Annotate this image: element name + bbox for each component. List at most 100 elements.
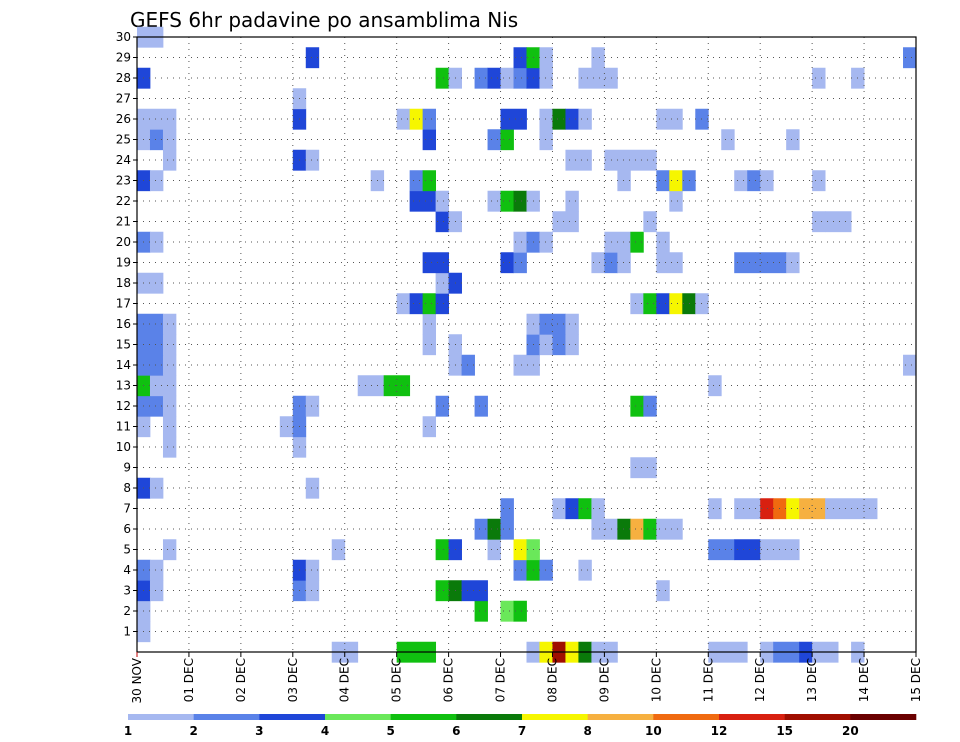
heatmap-cell [435,395,449,417]
heatmap-cell [565,149,592,171]
heatmap-cell [578,67,618,89]
heatmap-cell [682,293,696,315]
colorbar-legend: 1 2 3 4 5 6 7 8 10 12 15 20 [124,714,917,738]
heatmap-cell [656,108,683,130]
heatmap-cell [487,129,501,151]
heatmap-cell [513,559,527,581]
heatmap-cell [331,539,346,561]
heatmap-cell [552,334,566,356]
heatmap-cell [513,539,527,561]
heatmap-cell [669,190,683,212]
x-tick-label: 06 DEC [442,658,456,702]
legend-label: 15 [776,724,793,738]
y-tick-label: 8 [123,481,131,495]
heatmap-cell [708,375,722,397]
heatmap-cell [500,600,514,622]
legend-swatch [325,714,391,720]
heatmap-cell [669,170,683,192]
y-tick-label: 30 [116,30,131,44]
legend-label: 10 [645,724,662,738]
heatmap-cell [422,334,437,356]
heatmap-cell [903,47,917,69]
y-tick-label: 6 [123,522,131,536]
heatmap-cell [656,518,683,540]
heatmap-cell [513,67,527,89]
heatmap-cell [279,416,294,438]
legend-label: 2 [189,724,197,738]
x-tick-label: 08 DEC [545,658,559,702]
heatmap-cell [137,395,164,417]
heatmap-cell [149,129,164,151]
heatmap-cell [487,518,501,540]
heatmap-cell [422,170,437,192]
y-tick-label: 9 [123,461,131,475]
y-tick-label: 10 [116,440,131,454]
heatmap-cell [149,477,164,499]
x-tick-label: 10 DEC [649,658,663,702]
x-tick-label: 04 DEC [338,658,352,702]
y-tick-label: 20 [116,235,131,249]
heatmap-cell [760,170,774,192]
heatmap-cell [305,477,320,499]
y-tick-label: 22 [116,194,131,208]
x-tick-label: 02 DEC [234,658,248,702]
y-tick-label: 23 [116,174,131,188]
heatmap-cell [137,313,164,335]
heatmap-cell [786,498,800,520]
x-axis: 30 NOV 01 DEC 02 DEC 03 DEC 04 DEC 05 DEC 06 D… [130,652,923,704]
legend-swatch [587,714,654,720]
legend-label: 7 [518,724,526,738]
legend-swatch [522,714,588,720]
heatmap-cell [422,293,437,315]
heatmap-cell [149,170,164,192]
heatmap-cell [500,498,514,520]
heatmap-cell [500,108,527,130]
heatmap-cell [656,252,683,274]
heatmap-cell [565,498,579,520]
heatmap-cell [721,129,735,151]
heatmap-cell [539,313,566,335]
heatmap-cell [422,108,437,130]
y-tick-label: 12 [116,399,131,413]
heatmap-cell [786,252,800,274]
heatmap-cell [409,108,424,130]
legend-swatch [456,714,523,720]
heatmap-cell [487,539,501,561]
heatmap-cell [734,170,748,192]
heatmap-cell [474,67,488,89]
y-tick-label: 15 [116,338,131,352]
heatmap-cell [305,47,320,69]
heatmap-cell [656,293,670,315]
heatmap-cell [539,47,553,69]
heatmap-cell [409,170,424,192]
heatmap-cell [903,354,917,376]
y-tick-label: 5 [123,543,131,557]
heatmap-cell [552,108,566,130]
heatmap-cell [435,539,449,561]
heatmap-cell [513,47,527,69]
heatmap-cell [630,518,644,540]
legend-swatch [259,714,326,720]
legend-label: 8 [583,724,591,738]
heatmap-cell [708,539,735,561]
heatmap-cell [149,231,164,253]
heatmap-cell [305,559,320,581]
y-tick-label: 19 [116,256,131,270]
heatmap-cell [162,334,177,356]
heatmap-cell [812,211,826,233]
heatmap-cell [474,600,488,622]
heatmap-cell [812,170,826,192]
heatmap-cell [591,498,605,520]
heatmap-cell [513,231,527,253]
heatmap-cell [409,293,424,315]
heatmap-cell [487,190,501,212]
heatmap-cell [487,67,501,89]
heatmap-cell [500,190,514,212]
heatmap-cell [435,211,449,233]
heatmap-cell [617,518,631,540]
heatmap-cell [422,313,437,335]
heatmap-cell [137,334,164,356]
heatmap-cell [461,580,488,602]
x-tick-label: 15 DEC [909,658,923,702]
chart-title: GEFS 6hr padavine po ansamblima Nis [130,8,518,32]
